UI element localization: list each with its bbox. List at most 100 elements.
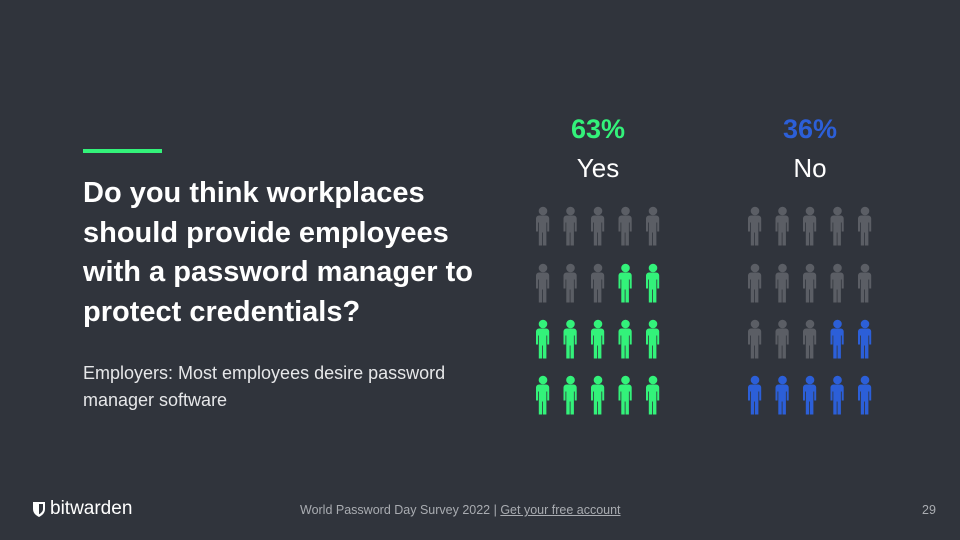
icon-filled (646, 263, 660, 303)
icon-empty (830, 206, 844, 246)
icon-head (566, 263, 575, 273)
icon-body (646, 272, 660, 303)
icon-filled (803, 375, 817, 415)
icon-body (591, 328, 605, 359)
icon-head (593, 319, 603, 329)
icon-filled (748, 375, 762, 415)
icon-filled (563, 319, 577, 359)
icon-head (750, 319, 760, 329)
icon-head (648, 263, 658, 273)
icon-empty (775, 206, 789, 246)
icon-head (860, 206, 870, 216)
icon-filled (858, 319, 872, 359)
icon-head (648, 375, 658, 385)
icon-body (563, 272, 577, 303)
icon-head (621, 263, 630, 273)
icon-head (805, 375, 815, 385)
icon-filled (536, 375, 550, 415)
icon-body (618, 215, 632, 246)
icon-body (563, 384, 577, 415)
icon-body (618, 384, 632, 415)
footer-link[interactable]: Get your free account (500, 503, 621, 517)
icon-head (750, 263, 760, 273)
icon-body (803, 272, 817, 303)
icon-body (775, 272, 789, 303)
icon-body (803, 328, 817, 359)
icon-body (748, 272, 762, 303)
slide-title: Do you think workplaces should provide e… (83, 177, 473, 328)
brand-name: bitwarden (50, 498, 133, 519)
icon-body (563, 215, 577, 246)
icon-empty (591, 263, 605, 303)
icon-filled (646, 319, 660, 359)
icon-empty (748, 263, 762, 303)
icon-body (830, 384, 844, 415)
icon-body (858, 215, 872, 246)
icon-empty (775, 263, 789, 303)
icon-filled (858, 375, 872, 415)
icon-head (621, 375, 630, 385)
icon-empty (803, 319, 817, 359)
brand: bitwarden (32, 498, 132, 520)
icon-body (803, 215, 817, 246)
icon-head (805, 263, 815, 273)
icon-head (621, 206, 630, 216)
icon-body (775, 215, 789, 246)
icon-body (591, 215, 605, 246)
icon-empty (646, 206, 660, 246)
icon-body (646, 215, 660, 246)
category-label: Yes (577, 153, 619, 183)
icon-filled (618, 375, 632, 415)
icon-head (833, 206, 842, 216)
icon-filled (591, 319, 605, 359)
footer: World Password Day Survey 2022 | Get you… (300, 503, 621, 517)
icon-head (750, 206, 760, 216)
icon-body (536, 384, 550, 415)
icon-filled (775, 375, 789, 415)
slide-subtitle: Employers: Most employees desire passwor… (83, 363, 446, 410)
icon-body (591, 384, 605, 415)
icon-head (566, 319, 575, 329)
icon-empty (858, 263, 872, 303)
icon-head (833, 263, 842, 273)
icon-head (833, 319, 842, 329)
icon-head (566, 206, 575, 216)
icon-body (803, 384, 817, 415)
icon-filled (830, 319, 844, 359)
icon-head (593, 375, 603, 385)
icon-empty (563, 206, 577, 246)
icon-head (860, 263, 870, 273)
icon-head (648, 319, 658, 329)
chart: 63% Yes 36% No (536, 114, 872, 415)
icon-empty (563, 263, 577, 303)
footer-text: World Password Day Survey 2022 | (300, 503, 501, 517)
icon-body (748, 384, 762, 415)
icon-empty (830, 263, 844, 303)
icon-head (833, 375, 842, 385)
icon-head (778, 263, 787, 273)
icon-body (775, 328, 789, 359)
icon-empty (858, 206, 872, 246)
icon-empty (618, 206, 632, 246)
icon-head (750, 375, 760, 385)
page-number: 29 (922, 503, 936, 517)
icon-body (830, 328, 844, 359)
icon-body (618, 328, 632, 359)
icon-body (748, 215, 762, 246)
icon-body (591, 272, 605, 303)
value-label: 36% (783, 114, 837, 144)
icon-head (860, 375, 870, 385)
icon-body (563, 328, 577, 359)
icon-body (536, 328, 550, 359)
icon-head (778, 206, 787, 216)
icon-head (805, 319, 815, 329)
icon-empty (803, 206, 817, 246)
icon-head (593, 206, 603, 216)
icon-body (858, 272, 872, 303)
icon-body (618, 272, 632, 303)
icon-empty (748, 206, 762, 246)
icon-body (830, 272, 844, 303)
icon-head (538, 319, 548, 329)
icon-head (778, 319, 787, 329)
